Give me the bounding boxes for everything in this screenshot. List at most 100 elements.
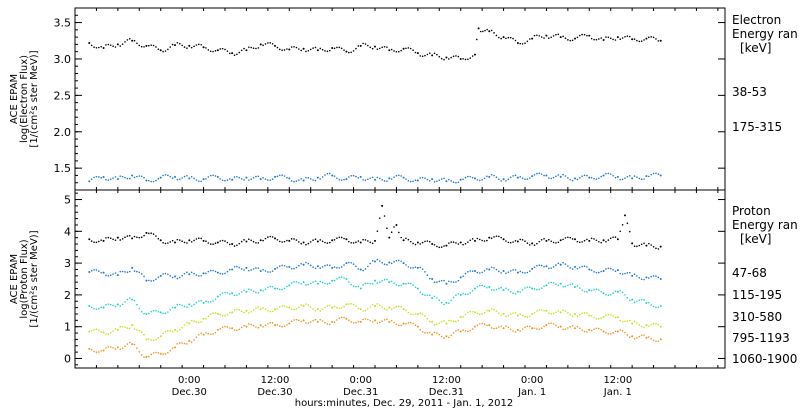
data-point	[216, 175, 219, 178]
data-point-dot	[109, 346, 112, 348]
data-point-dot	[152, 279, 155, 282]
data-point	[159, 49, 162, 52]
data-point-dot	[557, 284, 560, 287]
data-point-dot	[321, 240, 324, 243]
data-point-dot	[350, 175, 352, 177]
data-point-dot	[133, 176, 136, 179]
legend-title-line: Electron	[732, 13, 781, 27]
data-point-dot	[595, 288, 598, 291]
data-point-dot	[550, 240, 552, 243]
legend-series-label: 47-68	[732, 266, 767, 280]
data-point-dot	[238, 176, 241, 179]
data-point-dot	[648, 175, 650, 178]
data-point-dot	[90, 306, 93, 309]
data-point-dot	[143, 312, 145, 315]
data-point-dot	[155, 179, 157, 182]
data-point	[345, 317, 348, 320]
data-point	[588, 328, 591, 331]
data-point-dot	[309, 306, 312, 308]
data-point-dot	[481, 178, 483, 181]
data-point-dot	[312, 47, 314, 49]
data-point-dot	[219, 178, 222, 180]
data-point	[431, 243, 434, 246]
data-point-dot	[576, 325, 579, 328]
data-point-dot	[136, 347, 138, 349]
data-point-dot	[467, 311, 469, 314]
data-point	[474, 177, 476, 180]
data-point	[374, 305, 376, 308]
data-point-dot	[181, 326, 183, 329]
data-point-dot	[655, 306, 657, 309]
data-point-dot	[305, 322, 307, 324]
data-point-dot	[307, 283, 310, 286]
data-point-dot	[593, 238, 595, 240]
data-point-dot	[495, 268, 498, 271]
data-point-dot	[436, 323, 438, 326]
data-point-dot	[305, 176, 307, 179]
data-point-dot	[490, 29, 493, 32]
data-point	[216, 295, 219, 298]
data-point-dot	[326, 323, 329, 325]
data-point-dot	[305, 284, 307, 286]
data-point-dot	[352, 174, 355, 177]
data-point-dot	[357, 177, 360, 179]
data-point	[345, 262, 348, 265]
data-point-dot	[378, 260, 381, 262]
data-point-dot	[219, 48, 222, 50]
data-point-dot	[333, 266, 336, 268]
data-point	[88, 330, 91, 333]
data-point-dot	[612, 292, 614, 294]
data-point-dot	[238, 242, 241, 245]
data-point-dot	[314, 267, 317, 270]
data-point-dot	[90, 178, 93, 180]
data-point-dot	[598, 177, 600, 180]
data-point-dot	[528, 270, 531, 272]
data-point-dot	[607, 172, 610, 175]
data-point-dot	[657, 306, 660, 308]
data-point-dot	[252, 268, 255, 270]
data-point	[402, 262, 405, 265]
data-point-dot	[193, 45, 195, 48]
data-point	[216, 328, 219, 331]
data-point-dot	[414, 51, 417, 54]
data-point	[345, 50, 348, 53]
data-point-dot	[95, 241, 98, 244]
data-point-dot	[586, 331, 588, 333]
data-point-dot	[338, 236, 341, 239]
data-point-dot	[136, 236, 138, 239]
data-point-dot	[555, 33, 557, 36]
data-point-dot	[471, 328, 474, 330]
data-point-dot	[248, 288, 250, 290]
data-point-dot	[364, 318, 367, 320]
data-point	[559, 311, 562, 314]
data-point-dot	[257, 242, 260, 244]
data-point-dot	[264, 288, 267, 290]
data-point-dot	[198, 321, 200, 324]
data-point-dot	[107, 236, 110, 239]
data-point-dot	[571, 268, 574, 270]
data-point-dot	[414, 179, 417, 182]
data-point-dot	[140, 175, 143, 178]
data-point-dot	[186, 321, 188, 324]
data-point-dot	[381, 46, 383, 49]
data-point-dot	[340, 266, 343, 268]
data-point-dot	[221, 273, 224, 275]
data-point-dot	[548, 177, 550, 179]
data-point-dot	[471, 55, 474, 57]
data-point-dot	[452, 55, 455, 58]
data-point-dot	[98, 270, 100, 272]
data-point-dot	[240, 268, 243, 270]
data-point-dot	[493, 174, 495, 177]
data-point-dot	[483, 311, 486, 314]
data-point	[445, 335, 448, 338]
data-point-dot	[328, 241, 331, 244]
data-point-dot	[100, 306, 102, 309]
data-point-dot	[452, 241, 455, 243]
data-point-dot	[178, 329, 181, 331]
data-point-dot	[478, 323, 481, 325]
series-47-68	[88, 204, 662, 250]
data-point	[145, 355, 148, 358]
data-point-dot	[90, 329, 93, 332]
data-point-dot	[607, 332, 610, 335]
data-point-dot	[167, 48, 169, 51]
